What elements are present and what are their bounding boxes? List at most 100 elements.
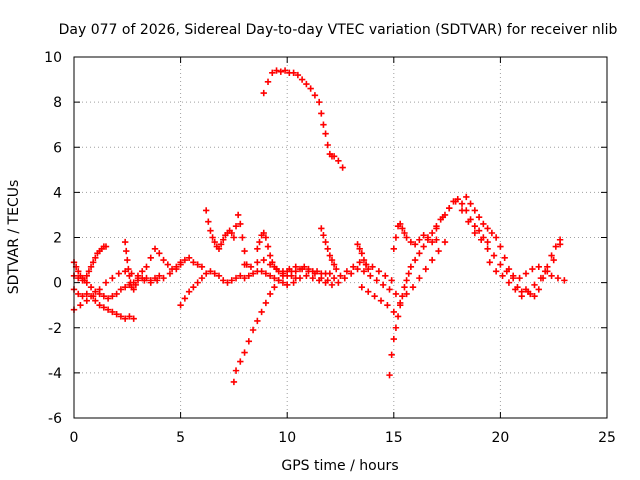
data-point	[256, 238, 263, 246]
data-point	[337, 272, 344, 280]
data-point	[247, 263, 255, 271]
data-point	[524, 288, 532, 295]
data-point	[237, 358, 244, 365]
data-point	[433, 236, 440, 243]
data-point	[249, 270, 257, 277]
data-point	[205, 218, 212, 225]
data-point	[441, 238, 449, 246]
series-arc-high	[260, 67, 346, 171]
data-point	[177, 259, 184, 266]
data-point	[83, 297, 90, 304]
data-point	[125, 265, 132, 273]
data-point	[232, 223, 240, 230]
data-point	[386, 286, 393, 293]
data-point	[207, 227, 214, 234]
data-point	[365, 288, 372, 295]
data-point	[104, 306, 112, 313]
y-tick-label: 2	[53, 231, 62, 247]
x-tick-label: 0	[70, 430, 79, 446]
data-point	[390, 335, 397, 343]
data-point	[480, 220, 487, 228]
data-point	[561, 277, 568, 284]
data-point	[554, 274, 562, 282]
data-point	[83, 290, 90, 298]
data-point	[279, 279, 287, 286]
data-point	[420, 243, 427, 250]
data-point	[388, 351, 395, 359]
data-point	[258, 268, 265, 275]
data-point	[87, 283, 95, 291]
data-point	[117, 313, 125, 320]
data-point	[269, 69, 276, 76]
data-point	[392, 324, 400, 331]
data-point	[435, 247, 442, 255]
data-point	[241, 247, 248, 255]
data-point	[79, 292, 86, 300]
data-point	[311, 270, 319, 277]
data-point	[463, 193, 470, 201]
series-band-right-b	[463, 193, 564, 300]
data-point	[492, 234, 500, 241]
data-point	[151, 245, 159, 252]
data-point	[241, 274, 248, 282]
data-point	[403, 234, 410, 241]
data-point	[211, 238, 218, 246]
x-tick-label: 15	[385, 430, 403, 446]
data-point	[330, 153, 338, 160]
data-point	[290, 279, 297, 286]
data-point	[277, 68, 285, 75]
data-point	[132, 281, 140, 289]
data-point	[104, 295, 112, 302]
data-point	[83, 272, 90, 280]
data-point	[305, 268, 312, 275]
data-point	[258, 308, 265, 316]
data-point	[377, 297, 385, 304]
data-point	[181, 256, 189, 264]
data-point	[113, 311, 120, 318]
data-point	[100, 292, 108, 300]
y-tick-label: -2	[48, 321, 62, 337]
data-point	[220, 236, 227, 243]
data-point	[156, 250, 163, 257]
data-point	[544, 268, 551, 275]
data-point	[121, 283, 129, 291]
data-point	[422, 265, 429, 273]
data-point	[428, 238, 436, 246]
data-point	[452, 198, 459, 205]
data-point	[79, 277, 86, 284]
data-point	[264, 243, 272, 250]
data-point	[100, 304, 108, 311]
data-point	[335, 279, 342, 286]
data-point	[241, 261, 248, 268]
data-point	[396, 220, 404, 228]
data-point	[286, 265, 293, 273]
series-arc-13.5	[354, 241, 372, 273]
data-point	[467, 200, 474, 207]
data-point	[505, 265, 513, 273]
data-point	[241, 349, 248, 356]
data-point	[518, 292, 525, 300]
data-point	[531, 281, 538, 289]
series-arc-11.7	[318, 225, 340, 273]
data-point	[224, 279, 231, 286]
x-tick-label: 10	[278, 430, 296, 446]
data-point	[354, 265, 361, 273]
data-point	[281, 67, 289, 74]
data-point	[262, 234, 270, 241]
data-point	[109, 292, 116, 300]
grid-lines	[74, 57, 607, 418]
data-point	[335, 157, 342, 164]
data-point	[303, 80, 310, 88]
data-point	[234, 211, 242, 219]
plot-frame	[73, 56, 608, 419]
data-point	[458, 200, 466, 207]
data-point	[354, 241, 361, 248]
y-tick-label: 0	[53, 276, 62, 292]
data-point	[102, 279, 110, 286]
data-point	[209, 234, 216, 241]
data-point	[358, 283, 366, 291]
data-point	[173, 263, 180, 271]
data-point	[249, 326, 257, 334]
data-point	[292, 263, 299, 271]
data-point	[266, 272, 274, 280]
